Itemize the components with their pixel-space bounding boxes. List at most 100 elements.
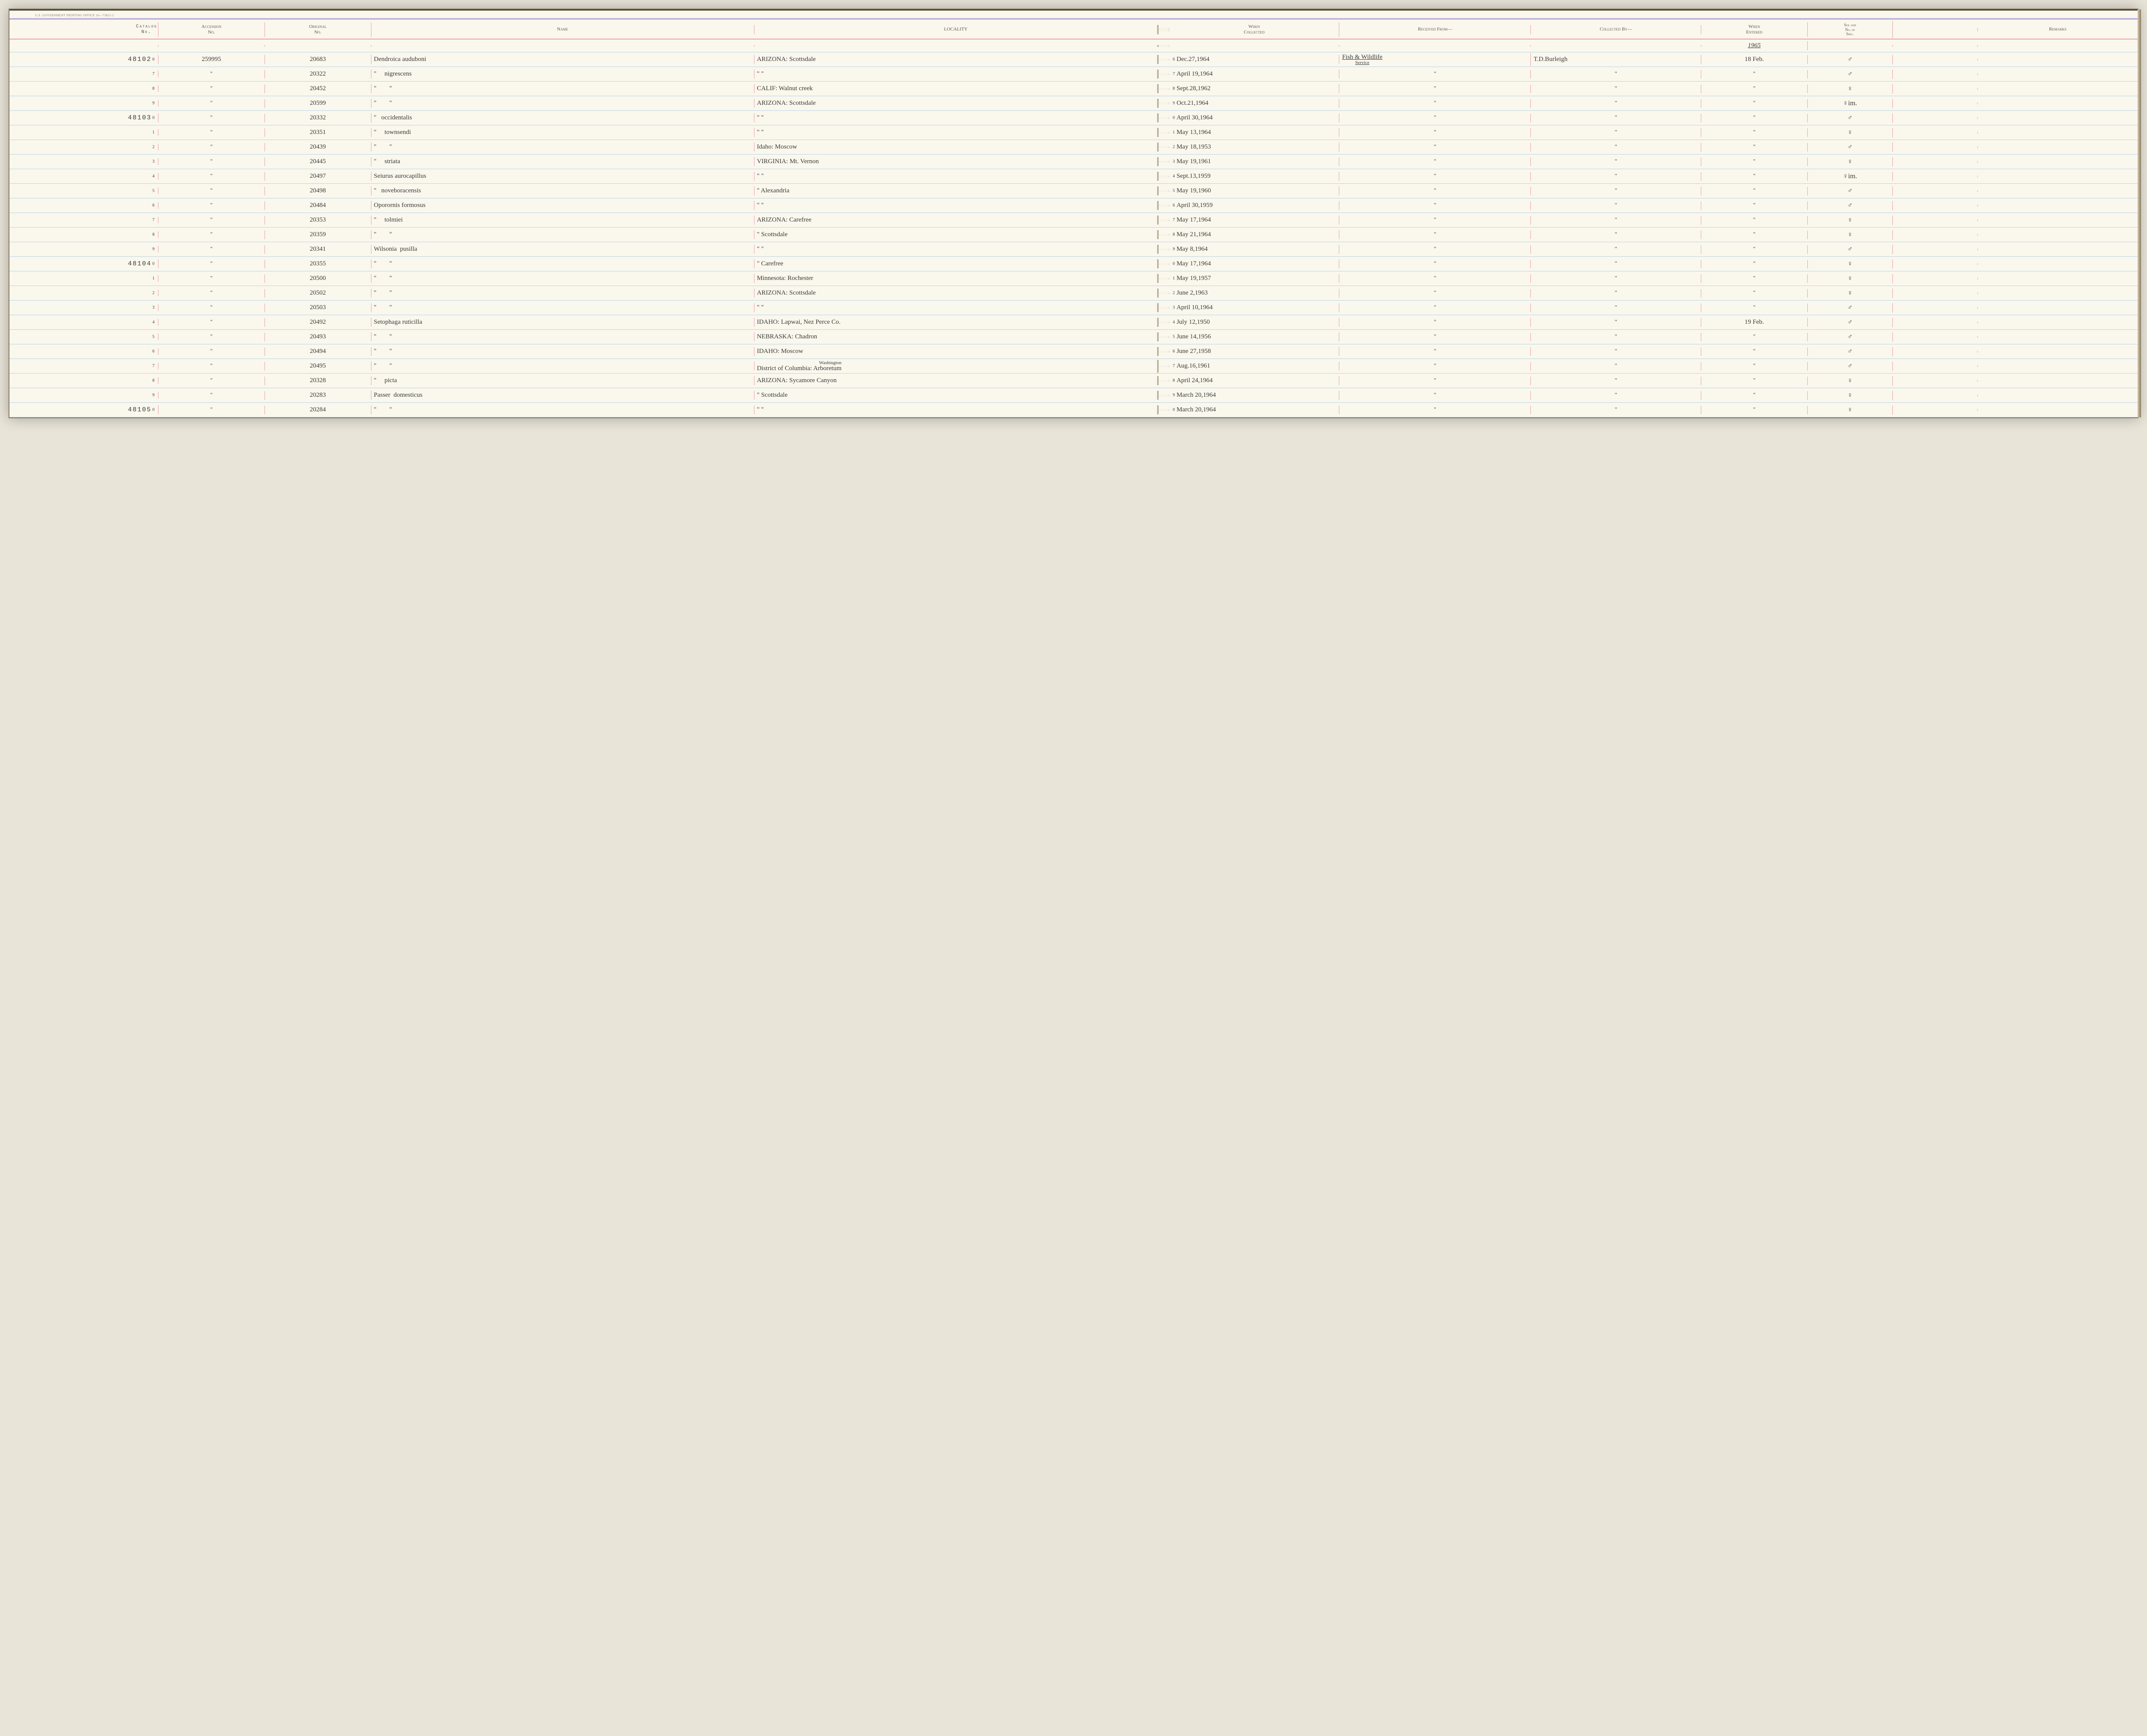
cell-sex: ♀ — [1808, 216, 1893, 225]
cell-catalog: 481050 — [9, 405, 158, 414]
header-catalog: Catalog No. — [9, 22, 158, 37]
cell-received: " — [1339, 362, 1531, 371]
cell-sex: ♂ — [1808, 186, 1893, 196]
cell-catalog: 2 — [9, 290, 158, 296]
cell-original: 20683 — [265, 55, 371, 64]
cell-received: " — [1339, 216, 1531, 225]
purple-rule-top — [9, 18, 2138, 20]
received-text: " — [1434, 115, 1436, 122]
cell-original: 20599 — [265, 99, 371, 108]
received-text: " — [1434, 392, 1436, 399]
year-row: 1965 — [9, 40, 2138, 52]
cell-accession: " — [158, 274, 265, 283]
locality-text: " Alexandria — [757, 187, 790, 195]
cell-locality: " " — [754, 201, 1159, 210]
cell-collectedby: " — [1531, 274, 1701, 283]
cell-name: " townsendi — [371, 128, 754, 137]
cell-entered: " — [1701, 362, 1808, 371]
table-row: 5 " 20493 " " NEBRASKA: Chadron 5June 14… — [9, 330, 2138, 344]
cell-sex: ♀ — [1808, 230, 1893, 240]
cell-locality: " Carefree — [754, 259, 1159, 268]
cell-catalog: 9 — [9, 392, 158, 398]
cell-original: 20484 — [265, 201, 371, 210]
cell-name: " picta — [371, 376, 754, 385]
locality-text: CALIF: Walnut creek — [757, 85, 813, 92]
received-text: " — [1434, 202, 1436, 209]
cell-received: " — [1339, 114, 1531, 122]
cell-entered: " — [1701, 377, 1808, 385]
cell-collected: 1May 13,1964 — [1169, 128, 1339, 137]
cell-accession: " — [158, 128, 265, 137]
cell-remarks — [1978, 263, 2138, 265]
header-name: Name — [371, 25, 754, 34]
cell-sex: ♂ — [1808, 55, 1893, 64]
cell-original: 20341 — [265, 245, 371, 254]
cell-blank — [1893, 73, 1978, 75]
catalog-no: 48105 — [128, 406, 152, 413]
cell-sex: ♂ — [1808, 347, 1893, 356]
cell-entered: " — [1701, 304, 1808, 312]
received-sub: Service — [1355, 61, 1369, 65]
cell-remarks — [1978, 190, 2138, 192]
cell-collected: 1May 19,1957 — [1169, 274, 1339, 283]
cell-catalog: 3 — [9, 304, 158, 311]
cell-name: " occidentalis — [371, 113, 754, 122]
received-text: " — [1434, 348, 1436, 355]
cell-collectedby: " — [1531, 158, 1701, 166]
header-blank — [1893, 28, 1978, 31]
catalog-sup: 5 — [152, 188, 155, 193]
locality-text: VIRGINIA: Mt. Vernon — [757, 158, 819, 165]
cell-sex: ♀ — [1808, 84, 1893, 94]
cell-accession: " — [158, 187, 265, 195]
catalog-sup: 4 — [152, 174, 155, 179]
locality-text: " " — [757, 173, 764, 180]
cell-entered: " — [1701, 289, 1808, 298]
cell-entered: " — [1701, 128, 1808, 137]
cell-original: 20495 — [265, 362, 371, 371]
locality-text: " " — [757, 114, 764, 122]
cell-name: Passer domesticus — [371, 391, 754, 400]
table-row: 3 " 20445 " striata VIRGINIA: Mt. Vernon… — [9, 155, 2138, 169]
cell-received: " — [1339, 143, 1531, 152]
received-text: " — [1434, 363, 1436, 370]
cell-locality: CALIF: Walnut creek — [754, 84, 1159, 93]
cell-name: " striata — [371, 157, 754, 166]
ledger-page: U.S. GOVERNMENT PRINTING OFFICE 16—73821… — [9, 9, 2138, 418]
table-row: 6 " 20494 " " IDAHO: Moscow 6June 27,195… — [9, 344, 2138, 359]
cell-sex: ♂ — [1808, 303, 1893, 313]
cell-received: " — [1339, 304, 1531, 312]
cell-catalog: 481026 — [9, 55, 158, 64]
catalog-sup: 0 — [152, 261, 155, 266]
cell-locality: NEBRASKA: Chadron — [754, 332, 1159, 341]
cell-blank — [1893, 395, 1978, 396]
catalog-sup: 8 — [152, 86, 155, 91]
cell-collected: 0April 30,1964 — [1169, 113, 1339, 122]
cell-name: Seiurus aurocapillus — [371, 172, 754, 181]
cell-blank — [1893, 88, 1978, 90]
cell-collected: 6Dec.27,1964 — [1169, 55, 1339, 64]
cell-collectedby: " — [1531, 245, 1701, 254]
cell-entered: " — [1701, 216, 1808, 225]
cell-accession: 259995 — [158, 55, 265, 64]
cell-locality: " " — [754, 128, 1159, 137]
locality-text: ARIZONA: Scottsdale — [757, 289, 816, 297]
received-text: " — [1434, 71, 1436, 78]
cell-blank — [1893, 219, 1978, 221]
locality-text: ARIZONA: Carefree — [757, 216, 812, 224]
table-row: 7 " 20495 " " WashingtonDistrict of Colu… — [9, 359, 2138, 374]
cell-name: " nigrescens — [371, 70, 754, 79]
cell-blank — [1893, 59, 1978, 61]
table-row: 481040 " 20355 " " " Carefree 0May 17,19… — [9, 257, 2138, 271]
catalog-sup: 3 — [152, 159, 155, 164]
cell-accession: " — [158, 362, 265, 371]
cell-original: 20359 — [265, 230, 371, 239]
binding-edge — [2138, 9, 2141, 417]
catalog-sup: 8 — [152, 232, 155, 237]
cell-entered: " — [1701, 333, 1808, 341]
cell-collected: 5June 14,1956 — [1169, 332, 1339, 341]
received-text: " — [1434, 144, 1436, 151]
locality-text: District of Columbia: Arboretum — [757, 365, 842, 372]
catalog-sup: 7 — [152, 218, 155, 222]
cell-collectedby: " — [1531, 231, 1701, 239]
catalog-no: 48104 — [128, 260, 152, 268]
